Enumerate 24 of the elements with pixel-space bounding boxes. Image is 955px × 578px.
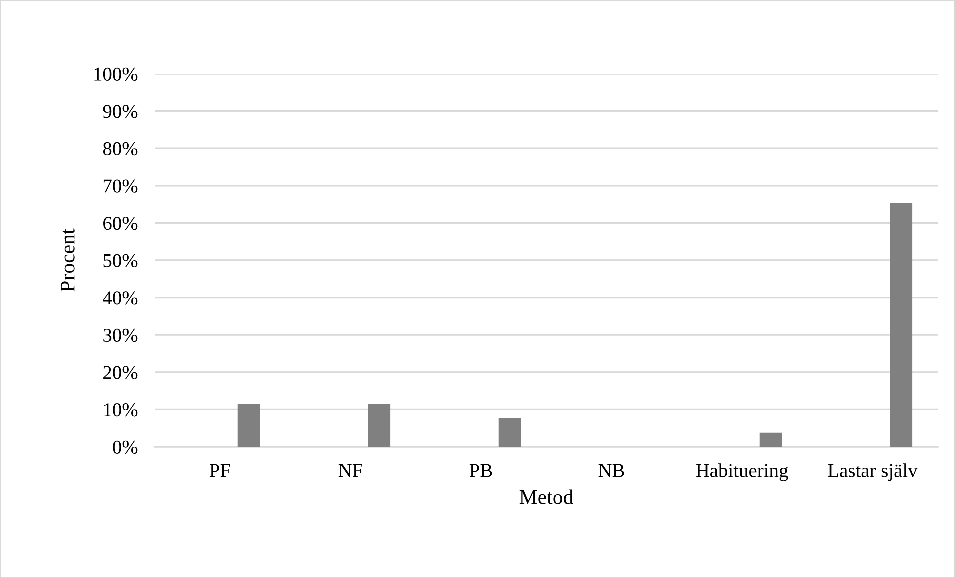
x-tick-label: NB xyxy=(598,464,624,478)
y-tick-label: 100% xyxy=(94,68,138,81)
y-tick-label: 80% xyxy=(103,142,138,156)
x-tick-label: PB xyxy=(470,464,492,478)
y-tick-label: 50% xyxy=(104,254,138,268)
x-tick-label: Habituering xyxy=(696,464,788,482)
bar xyxy=(238,404,260,447)
y-tick-label: 40% xyxy=(103,292,138,305)
x-tick-label: Lastar själv xyxy=(828,464,918,482)
bar xyxy=(498,418,522,447)
y-tick-label: 10% xyxy=(104,404,138,417)
bar xyxy=(760,432,782,447)
y-tick-label: 0% xyxy=(113,440,138,454)
y-tick-label: 70% xyxy=(104,180,138,193)
bar xyxy=(368,404,391,447)
x-tick-label: NF xyxy=(338,464,362,478)
y-tick-label: 60% xyxy=(104,217,138,230)
y-axis-title: Procent xyxy=(61,228,75,292)
x-tick-label: PF xyxy=(210,464,230,478)
y-tick-label: 20% xyxy=(104,366,138,380)
y-tick-label: 30% xyxy=(104,328,138,342)
y-tick-label: 90% xyxy=(103,105,138,118)
x-axis-title: Metod xyxy=(520,490,574,504)
bar xyxy=(890,203,913,447)
